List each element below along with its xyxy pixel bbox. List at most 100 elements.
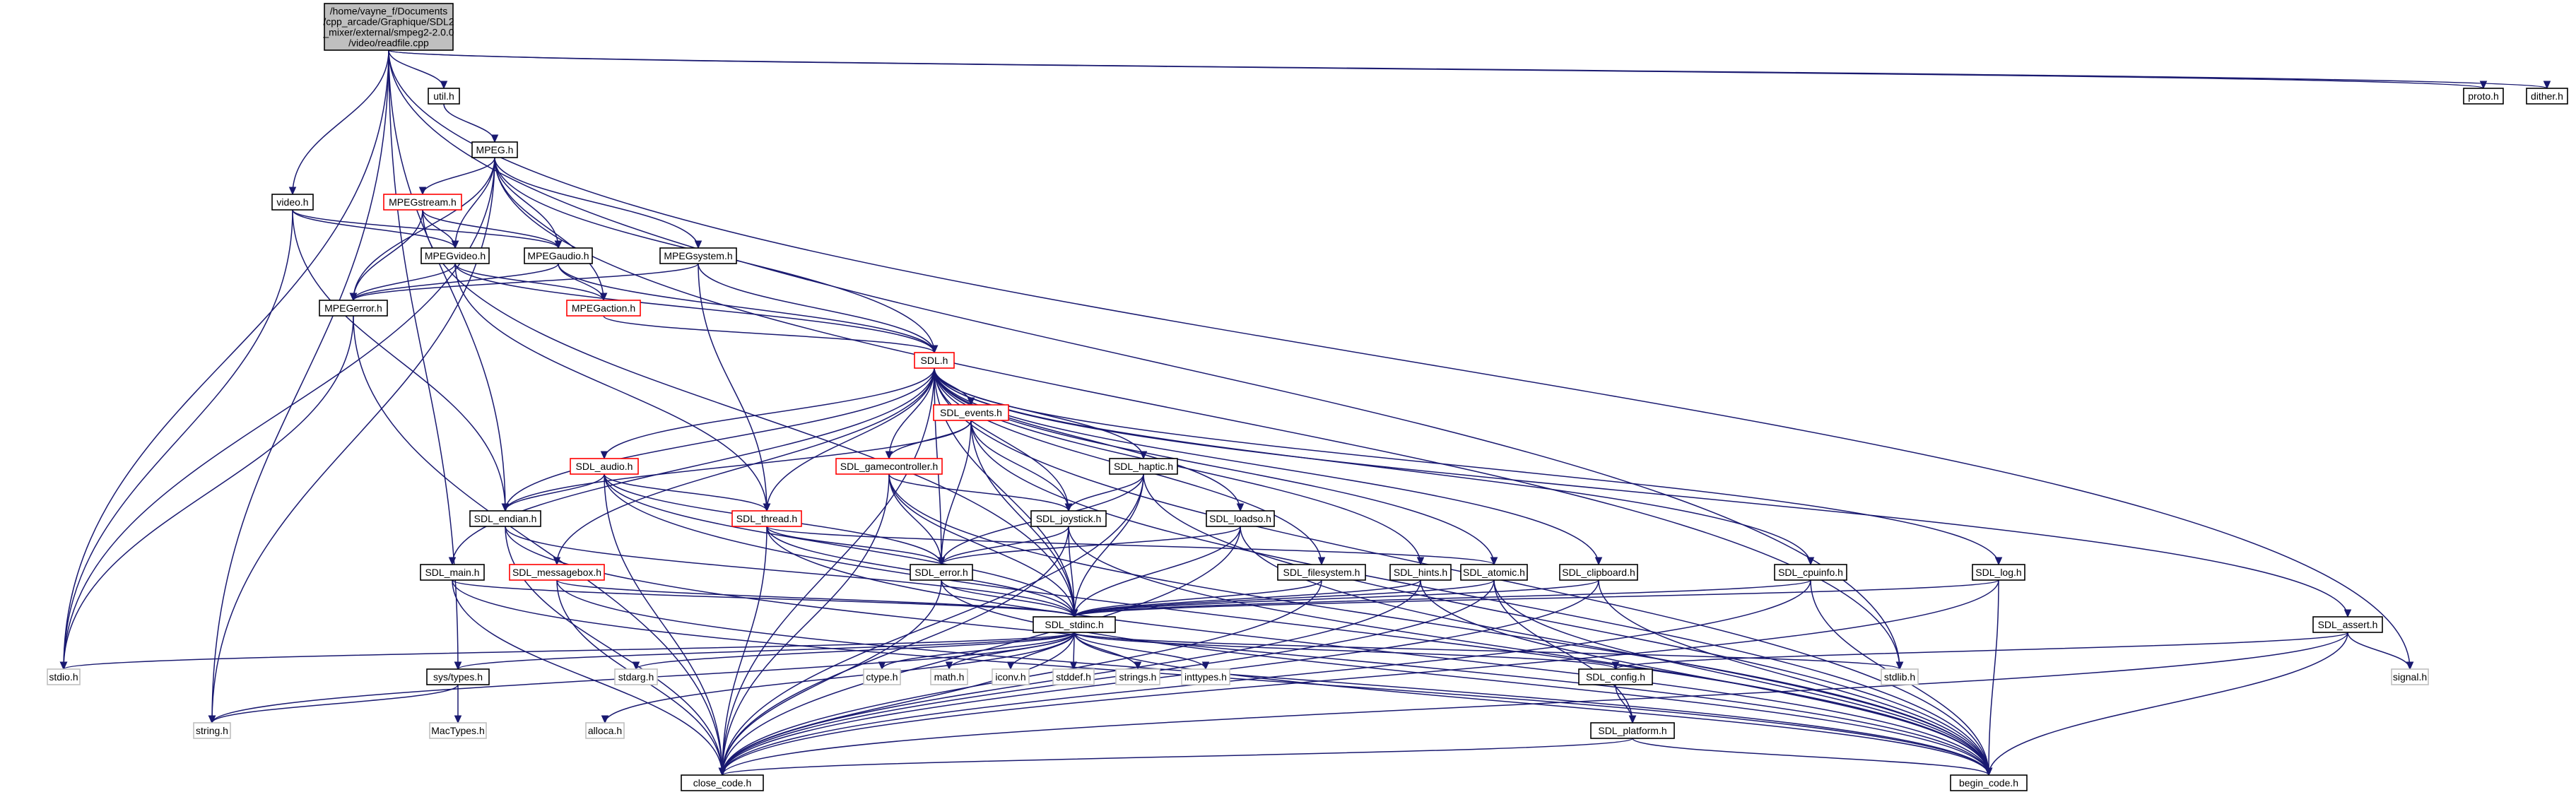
node-SDL_gamecontroller[interactable]: SDL_gamecontroller.h: [835, 458, 943, 475]
node-SDL_endian[interactable]: SDL_endian.h: [469, 510, 541, 527]
node-sys_types[interactable]: sys/types.h: [426, 668, 490, 685]
edge-SDL_hints-to-SDL_stdinc: [1074, 579, 1421, 618]
node-SDL_audio[interactable]: SDL_audio.h: [570, 458, 639, 475]
edge-SDL-to-SDL_thread: [766, 367, 935, 512]
arrowhead-SDL_stdinc-to-strings: [1134, 661, 1142, 671]
node-box-proto: [2463, 88, 2504, 105]
node-SDL_atomic[interactable]: SDL_atomic.h: [1460, 564, 1528, 581]
node-SDL_thread[interactable]: SDL_thread.h: [731, 510, 802, 527]
node-math[interactable]: math.h: [930, 668, 968, 685]
node-SDL_loadso[interactable]: SDL_loadso.h: [1206, 510, 1275, 527]
edge-SDL-to-SDL_main: [452, 367, 935, 565]
node-string[interactable]: string.h: [193, 722, 231, 739]
node-SDL_haptic[interactable]: SDL_haptic.h: [1109, 458, 1178, 475]
node-box-string: [193, 722, 231, 739]
node-SDL_log[interactable]: SDL_log.h: [1972, 564, 2025, 581]
node-label-MPEGaction: MPEGaction.h: [572, 302, 635, 314]
edge-SDL_main-to-close_code: [452, 579, 723, 776]
node-label-SDL_stdinc: SDL_stdinc.h: [1045, 619, 1103, 630]
edge-SDL-to-SDL_audio: [604, 367, 935, 459]
node-box-stdarg: [614, 668, 658, 685]
node-SDL_events[interactable]: SDL_events.h: [933, 404, 1009, 421]
node-video[interactable]: video.h: [271, 194, 314, 211]
node-box-alloca: [585, 722, 625, 739]
node-SDL_cpuinfo[interactable]: SDL_cpuinfo.h: [1774, 564, 1847, 581]
node-close_code[interactable]: close_code.h: [681, 774, 764, 791]
edge-SDL_clipboard-to-SDL_stdinc: [1074, 579, 1599, 618]
node-SDL_stdinc[interactable]: SDL_stdinc.h: [1033, 616, 1116, 633]
node-MPEGerror[interactable]: MPEGerror.h: [319, 300, 388, 317]
node-box-util: [428, 88, 460, 105]
node-stdlib[interactable]: stdlib.h: [1881, 668, 1919, 685]
node-MPEGaction[interactable]: MPEGaction.h: [566, 300, 641, 317]
arrowhead-MPEGsystem-to-MPEGerror: [349, 293, 358, 302]
edge-SDL_gamecontroller-to-SDL_joystick: [888, 473, 1069, 512]
node-label-MPEGaudio: MPEGaudio.h: [527, 250, 589, 261]
arrowhead-util-to-MPEG: [490, 134, 499, 143]
node-label-SDL_log: SDL_log.h: [1975, 567, 2021, 578]
node-inttypes[interactable]: inttypes.h: [1181, 668, 1230, 685]
node-box-dither: [2526, 88, 2568, 105]
node-label-MacTypes: MacTypes.h: [431, 725, 484, 736]
node-SDL[interactable]: SDL.h: [914, 352, 955, 369]
arrowhead-MPEG-to-MPEGsystem: [694, 240, 702, 249]
node-MPEGstream[interactable]: MPEGstream.h: [383, 194, 462, 211]
node-box-MPEGaudio: [524, 247, 593, 264]
edge-SDL_log-to-close_code: [722, 579, 1999, 776]
node-box-SDL_assert: [2312, 616, 2383, 633]
node-ctype[interactable]: ctype.h: [863, 668, 901, 685]
node-SDL_filesystem[interactable]: SDL_filesystem.h: [1277, 564, 1366, 581]
node-SDL_messagebox[interactable]: SDL_messagebox.h: [509, 564, 605, 581]
node-stdio[interactable]: stdio.h: [47, 668, 81, 685]
node-label-SDL_thread: SDL_thread.h: [736, 513, 797, 524]
node-MacTypes[interactable]: MacTypes.h: [429, 722, 487, 739]
node-strings[interactable]: strings.h: [1115, 668, 1160, 685]
node-stdarg[interactable]: stdarg.h: [614, 668, 658, 685]
node-SDL_error[interactable]: SDL_error.h: [910, 564, 973, 581]
edge-SDL_gamecontroller-to-SDL_error: [888, 473, 942, 565]
edge-MPEGaudio-to-MPEGerror: [353, 263, 559, 301]
node-signal[interactable]: signal.h: [2391, 668, 2429, 685]
edge-SDL_joystick-to-close_code: [722, 526, 1069, 776]
node-root[interactable]: /home/vayne_f/Documents/cpp_arcade/Graph…: [322, 3, 454, 51]
arrowhead-SDL-to-SDL_audio: [600, 451, 608, 460]
node-SDL_clipboard[interactable]: SDL_clipboard.h: [1559, 564, 1638, 581]
node-box-inttypes: [1181, 668, 1230, 685]
node-box-root: [324, 3, 454, 51]
edge-SDL-to-SDL_gamecontroller: [888, 367, 935, 459]
arrowhead-SDL_audio-to-SDL_endian: [501, 503, 510, 512]
node-box-MPEG: [471, 141, 518, 158]
edge-SDL_gamecontroller-to-close_code: [722, 473, 890, 776]
node-SDL_config[interactable]: SDL_config.h: [1578, 668, 1653, 685]
node-SDL_assert[interactable]: SDL_assert.h: [2312, 616, 2383, 633]
edge-SDL_loadso-to-SDL_stdinc: [1074, 526, 1241, 618]
node-begin_code[interactable]: begin_code.h: [1950, 774, 2028, 791]
node-box-iconv: [992, 668, 1030, 685]
node-iconv[interactable]: iconv.h: [992, 668, 1030, 685]
node-SDL_joystick[interactable]: SDL_joystick.h: [1030, 510, 1107, 527]
node-label-SDL_error: SDL_error.h: [914, 567, 968, 578]
node-stddef[interactable]: stddef.h: [1052, 668, 1095, 685]
arrowhead-SDL_assert-to-signal: [2406, 661, 2414, 671]
edge-MPEGstream-to-MPEGaudio: [422, 209, 559, 249]
node-SDL_hints[interactable]: SDL_hints.h: [1389, 564, 1452, 581]
node-box-SDL_endian: [469, 510, 541, 527]
node-label-SDL_cpuinfo: SDL_cpuinfo.h: [1778, 567, 1843, 578]
node-MPEGvideo[interactable]: MPEGvideo.h: [420, 247, 490, 264]
edge-SDL_audio-to-close_code: [604, 473, 723, 776]
node-dither[interactable]: dither.h: [2526, 88, 2568, 105]
node-SDL_main[interactable]: SDL_main.h: [420, 564, 485, 581]
node-label-math: math.h: [934, 671, 965, 683]
arrowhead-MPEGaudio-to-MPEGaction: [599, 293, 608, 302]
node-MPEGaudio[interactable]: MPEGaudio.h: [524, 247, 593, 264]
arrowhead-SDL_thread-to-SDL_atomic: [1490, 557, 1498, 566]
node-MPEG[interactable]: MPEG.h: [471, 141, 518, 158]
edge-SDL_error-to-begin_code: [941, 579, 1989, 776]
node-MPEGsystem[interactable]: MPEGsystem.h: [659, 247, 737, 264]
arrowhead-SDL-to-SDL_cpuinfo: [1806, 557, 1815, 566]
node-util[interactable]: util.h: [428, 88, 460, 105]
node-SDL_platform[interactable]: SDL_platform.h: [1590, 722, 1675, 739]
node-proto[interactable]: proto.h: [2463, 88, 2504, 105]
arrowhead-MPEGstream-to-MPEGaudio: [554, 240, 563, 249]
node-alloca[interactable]: alloca.h: [585, 722, 625, 739]
